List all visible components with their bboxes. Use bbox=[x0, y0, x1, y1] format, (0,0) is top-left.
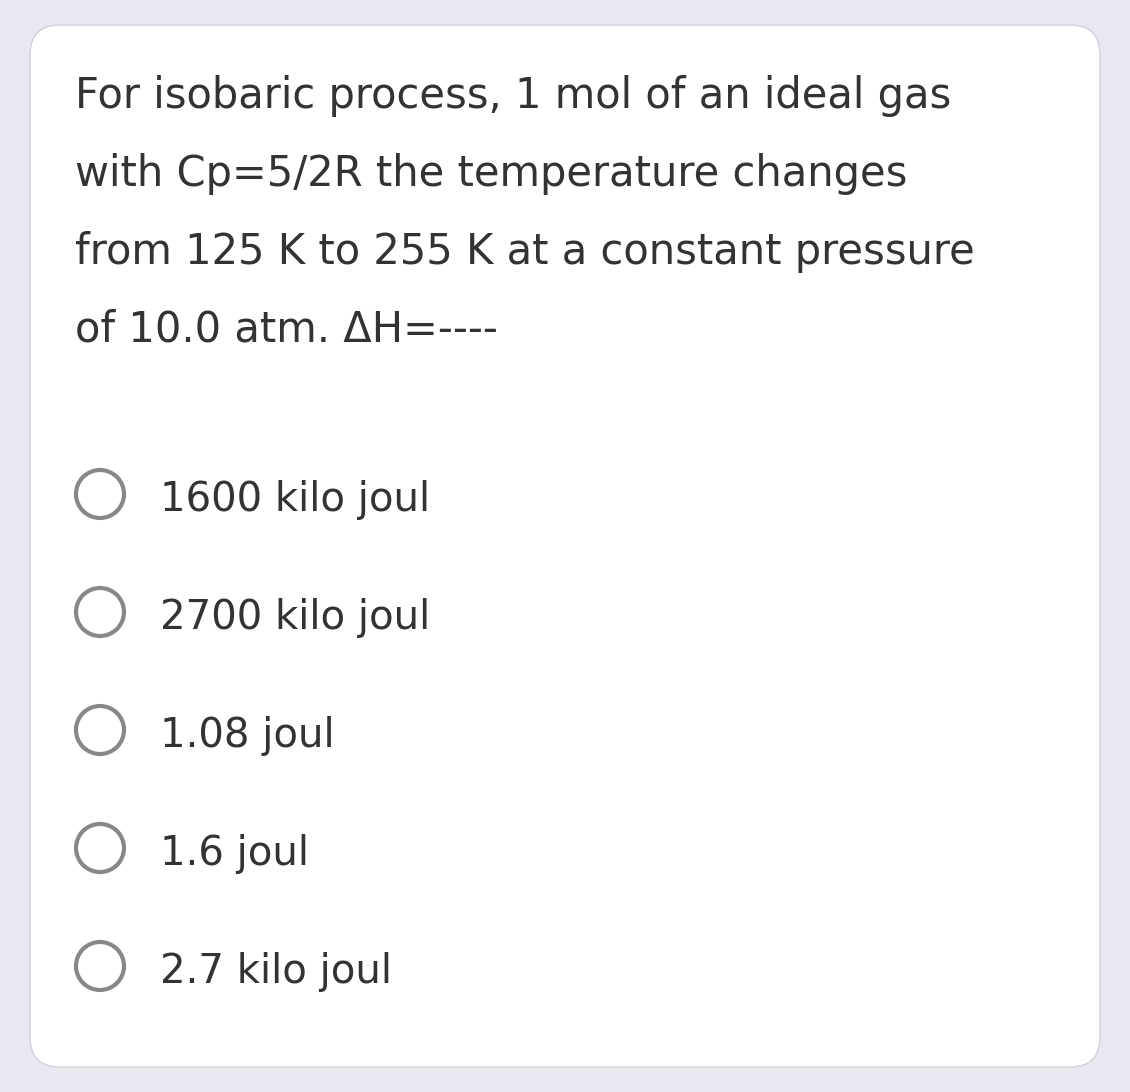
Circle shape bbox=[76, 470, 124, 518]
Circle shape bbox=[76, 707, 124, 753]
Text: 1.6 joul: 1.6 joul bbox=[160, 834, 308, 874]
Circle shape bbox=[76, 824, 124, 873]
Text: 2700 kilo joul: 2700 kilo joul bbox=[160, 598, 431, 638]
Text: from 125 K to 255 K at a constant pressure: from 125 K to 255 K at a constant pressu… bbox=[75, 232, 975, 273]
Text: with Cp=5/2R the temperature changes: with Cp=5/2R the temperature changes bbox=[75, 153, 907, 195]
Circle shape bbox=[76, 587, 124, 636]
Text: 1600 kilo joul: 1600 kilo joul bbox=[160, 480, 431, 520]
Text: 2.7 kilo joul: 2.7 kilo joul bbox=[160, 952, 392, 992]
Text: of 10.0 atm. ΔH=----: of 10.0 atm. ΔH=---- bbox=[75, 309, 498, 351]
Text: 1.08 joul: 1.08 joul bbox=[160, 716, 334, 756]
Text: For isobaric process, 1 mol of an ideal gas: For isobaric process, 1 mol of an ideal … bbox=[75, 75, 951, 117]
Circle shape bbox=[76, 942, 124, 990]
FancyBboxPatch shape bbox=[31, 25, 1099, 1067]
